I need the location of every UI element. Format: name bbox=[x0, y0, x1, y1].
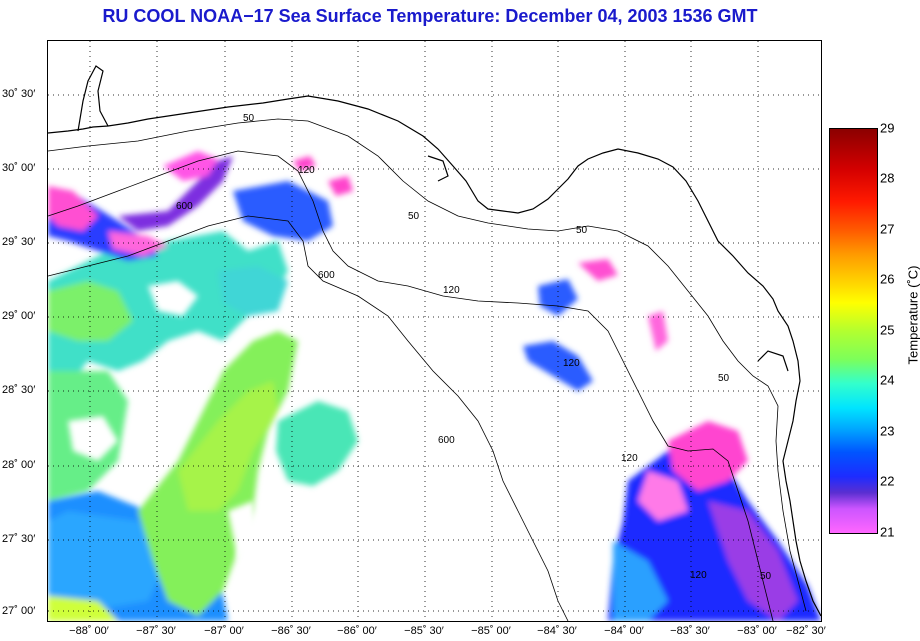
lat-label-28-00: 28˚ 00′ bbox=[2, 459, 36, 471]
lon-label-87-00: −87˚ 00′ bbox=[204, 625, 244, 637]
isobath-label: 600 bbox=[438, 435, 455, 446]
map-title: RU COOL NOAA−17 Sea Surface Temperature:… bbox=[102, 6, 758, 26]
temperature-colorbar bbox=[829, 128, 878, 534]
isobath-label: 600 bbox=[176, 201, 193, 212]
lon-label-84-00: −84˚ 00′ bbox=[604, 625, 644, 637]
sst-map-canvas: 50 120 600 50 50 120 600 120 50 120 600 … bbox=[48, 41, 821, 621]
lon-label-88-00: −88˚ 00′ bbox=[69, 625, 109, 637]
lon-label-85-00: −85˚ 00′ bbox=[471, 625, 511, 637]
lat-label-29-00: 29˚ 00′ bbox=[2, 310, 36, 322]
lat-label-28-30: 28˚ 30′ bbox=[2, 384, 36, 396]
isobaths bbox=[48, 118, 807, 621]
cloud-gaps bbox=[68, 281, 258, 561]
isobath-label: 120 bbox=[690, 570, 707, 581]
colorbar-tick: 22 bbox=[880, 473, 895, 489]
isobath-label: 120 bbox=[298, 165, 315, 176]
lon-label-86-00: −86˚ 00′ bbox=[337, 625, 377, 637]
lat-lon-grid bbox=[48, 41, 821, 621]
isobath-label: 50 bbox=[718, 373, 730, 384]
lon-label-84-30: −84˚ 30′ bbox=[537, 625, 577, 637]
isobath-labels: 50 120 600 50 50 120 600 120 50 120 600 … bbox=[176, 113, 772, 582]
isobath-label: 50 bbox=[760, 571, 772, 582]
isobath-label: 120 bbox=[621, 453, 638, 464]
colorbar-tick: 28 bbox=[880, 170, 895, 186]
colorbar-tick: 23 bbox=[880, 423, 895, 439]
colorbar-tick: 27 bbox=[880, 221, 895, 237]
lat-label-27-00: 27˚ 00′ bbox=[2, 605, 36, 617]
sst-patches-east bbox=[293, 156, 821, 621]
lon-label-83-30: −83˚ 30′ bbox=[670, 625, 710, 637]
lon-label-82-30: −82˚ 30′ bbox=[786, 625, 826, 637]
isobath-label: 50 bbox=[243, 113, 255, 124]
sst-map: 50 120 600 50 50 120 600 120 50 120 600 … bbox=[47, 40, 822, 622]
colorbar-tick: 24 bbox=[880, 372, 895, 388]
colorbar-tick: 29 bbox=[880, 120, 895, 136]
colorbar-label: Temperature (˚C) bbox=[905, 265, 920, 365]
lat-label-27-30: 27˚ 30′ bbox=[2, 533, 36, 545]
lon-label-86-30: −86˚ 30′ bbox=[271, 625, 311, 637]
colorbar-tick: 25 bbox=[880, 322, 895, 338]
coastline bbox=[48, 65, 821, 617]
lon-label-83-00: −83˚ 00′ bbox=[737, 625, 777, 637]
colorbar-tick: 21 bbox=[880, 524, 895, 540]
isobath-label: 120 bbox=[563, 358, 580, 369]
isobath-label: 600 bbox=[318, 270, 335, 281]
isobath-label: 50 bbox=[576, 225, 588, 236]
lat-label-30-30: 30˚ 30′ bbox=[2, 88, 36, 100]
lon-label-87-30: −87˚ 30′ bbox=[136, 625, 176, 637]
isobath-label: 120 bbox=[443, 285, 460, 296]
colorbar-tick: 26 bbox=[880, 271, 895, 287]
lon-label-85-30: −85˚ 30′ bbox=[404, 625, 444, 637]
isobath-label: 50 bbox=[408, 211, 420, 222]
lat-label-29-30: 29˚ 30′ bbox=[2, 236, 36, 248]
lat-label-30-00: 30˚ 00′ bbox=[2, 162, 36, 174]
sst-patches-west bbox=[48, 151, 358, 621]
